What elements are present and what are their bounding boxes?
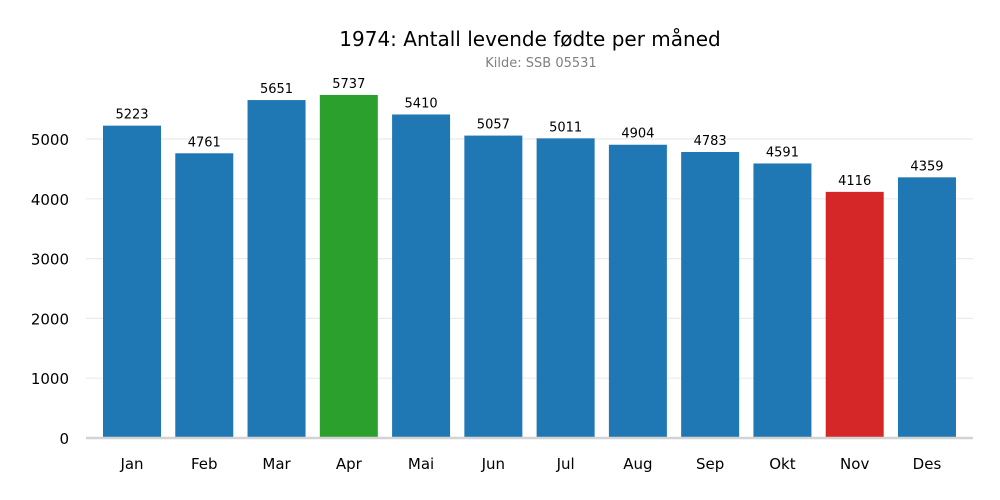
y-tick-label: 4000 xyxy=(31,191,69,209)
data-label: 5057 xyxy=(477,118,510,133)
x-tick-label: Jan xyxy=(119,455,143,473)
x-tick-label: Sep xyxy=(696,455,724,473)
x-tick-label: Mar xyxy=(262,455,291,473)
x-tick-label: Aug xyxy=(623,455,652,473)
bar-nov xyxy=(825,191,884,438)
x-axis-ticks: Jan Feb Mar Apr Mai Jun Jul Aug Sep Okt Nov Des xyxy=(119,455,941,473)
data-labels: 5223 4761 5651 5737 5410 5057 5011 4904 4783 4591… xyxy=(115,77,943,189)
x-tick-label: Mai xyxy=(408,455,434,473)
data-label: 5410 xyxy=(405,96,438,111)
bars xyxy=(103,94,956,439)
bar-feb xyxy=(175,153,234,438)
x-tick-label: Apr xyxy=(336,455,363,473)
y-tick-label: 5000 xyxy=(31,131,69,149)
data-label: 5651 xyxy=(260,82,293,97)
y-tick-label: 1000 xyxy=(31,370,69,388)
x-tick-label: Des xyxy=(913,455,942,473)
x-tick-label: Jun xyxy=(481,455,505,473)
chart-title: 1974: Antall levende fødte per måned xyxy=(339,27,720,51)
data-label: 4116 xyxy=(838,174,871,189)
chart-subtitle: Kilde: SSB 05531 xyxy=(485,56,596,71)
data-label: 4783 xyxy=(694,134,727,149)
bar-aug xyxy=(608,144,667,439)
y-axis-ticks: 0 1000 2000 3000 4000 5000 xyxy=(31,131,69,448)
y-tick-label: 0 xyxy=(59,430,69,448)
x-tick-label: Feb xyxy=(191,455,218,473)
y-tick-label: 2000 xyxy=(31,310,69,328)
x-tick-label: Nov xyxy=(840,455,869,473)
data-label: 4591 xyxy=(766,145,799,160)
data-label: 4359 xyxy=(910,159,943,174)
bar-okt xyxy=(753,163,812,439)
data-label: 4761 xyxy=(188,135,221,150)
data-label: 5011 xyxy=(549,120,582,135)
bar-apr xyxy=(319,94,378,438)
bar-jul xyxy=(536,138,595,438)
gridlines xyxy=(86,138,973,379)
data-label: 5737 xyxy=(332,77,365,92)
data-label: 4904 xyxy=(621,127,654,142)
bar-des xyxy=(897,177,956,439)
bar-mai xyxy=(392,114,451,439)
bar-jun xyxy=(464,135,523,438)
bar-jan xyxy=(103,125,161,438)
bar-sep xyxy=(681,151,740,438)
bar-mar xyxy=(247,100,306,439)
data-label: 5223 xyxy=(115,108,148,123)
x-tick-label: Okt xyxy=(769,455,795,473)
x-tick-label: Jul xyxy=(556,455,575,473)
y-tick-label: 3000 xyxy=(31,251,69,269)
